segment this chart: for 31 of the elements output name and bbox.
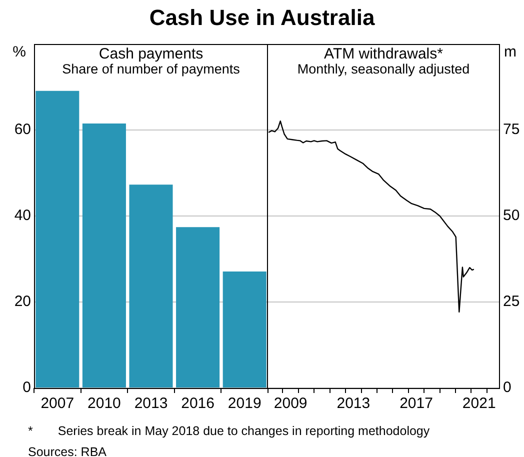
chart-title: Cash payments xyxy=(98,46,204,63)
x-tick-label: 2007 xyxy=(40,395,74,412)
bar xyxy=(82,124,126,388)
y-tick-label: 25 xyxy=(503,293,520,310)
bar xyxy=(36,90,80,388)
x-tick-label: 2013 xyxy=(134,395,168,412)
y-tick-label: 0 xyxy=(503,379,512,396)
x-tick-label: 2010 xyxy=(88,395,121,412)
text: * Series break in May 2018 due to changes in reporting methodology xyxy=(28,423,430,440)
bar xyxy=(176,227,220,388)
y-tick-label: 60 xyxy=(14,121,31,138)
y-axis-title: % xyxy=(12,44,26,61)
y-axis-title: m xyxy=(504,44,516,61)
x-tick-label: 2019 xyxy=(228,395,262,412)
y-tick-label: 40 xyxy=(14,207,31,224)
source-note: Sources: RBA xyxy=(28,444,108,457)
x-tick-label: 2009 xyxy=(274,395,308,412)
bar xyxy=(129,184,173,388)
x-tick-label: 2021 xyxy=(462,395,496,412)
y-tick-label: 75 xyxy=(503,121,520,138)
y-tick-label: 20 xyxy=(14,293,31,310)
text: Share of number of payments xyxy=(62,61,240,76)
x-tick-label: 2017 xyxy=(400,395,433,412)
x-tick-label: 2013 xyxy=(336,395,370,412)
x-tick-label: 2016 xyxy=(181,395,214,412)
text: Cash Use in Australia xyxy=(148,4,376,32)
y-tick-label: 50 xyxy=(503,207,520,224)
chart-title: ATM withdrawals* xyxy=(324,46,444,63)
bar xyxy=(222,271,266,388)
text: Monthly, seasonally adjusted xyxy=(297,61,470,76)
y-tick-label: 0 xyxy=(22,379,31,396)
